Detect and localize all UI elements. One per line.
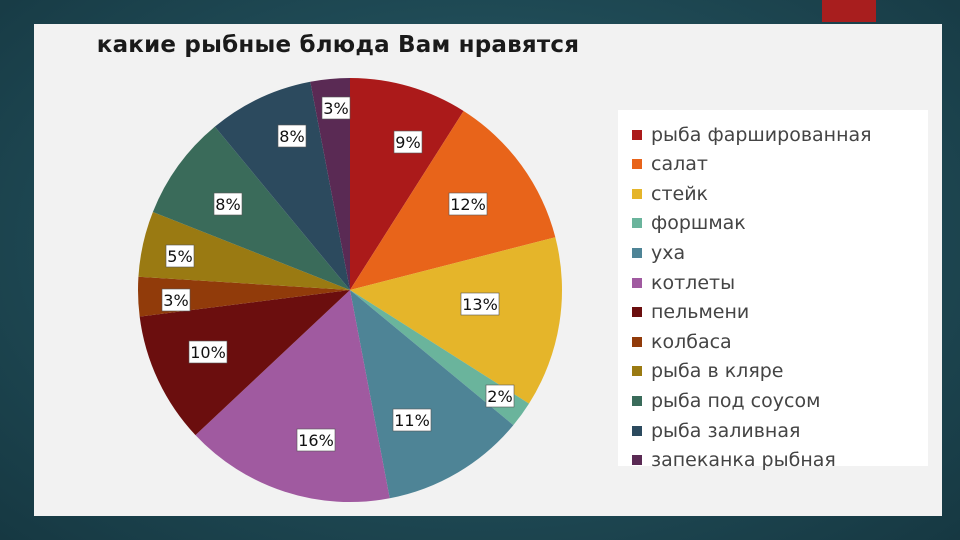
legend-label: уха [651,241,686,264]
data-label-text: 11% [394,411,430,430]
legend-label: пельмени [651,301,750,324]
data-label-text: 3% [163,291,188,310]
data-label: 16% [296,428,336,452]
pie-slice [139,290,350,436]
legend-item: рыба под соусом [632,386,820,415]
legend-swatch [632,336,642,347]
legend-label: форшмак [651,212,746,235]
data-label: 8% [277,124,307,148]
legend-item: котлеты [632,268,735,297]
data-label: 13% [460,292,500,316]
legend-swatch [632,455,642,466]
slide: какие рыбные блюда Вам нравятся 9% 12% 13%… [34,24,942,516]
chart-title: какие рыбные блюда Вам нравятся [96,32,580,58]
pie-slice [138,276,350,317]
legend-item: форшмак [632,209,746,238]
data-label-text: 2% [487,387,512,406]
pie-slice [350,237,562,404]
data-label: 5% [165,244,195,268]
legend-swatch [632,188,642,199]
pie-slice [350,290,514,499]
data-label-text: 16% [298,431,334,450]
legend-label: рыба фаршированная [651,123,872,146]
pie-slice [195,290,390,502]
accent-tab [822,0,876,22]
legend-label: колбаса [651,330,732,353]
legend-label: рыба заливная [651,419,801,442]
legend-item: рыба фаршированная [632,120,872,149]
data-label-text: 5% [167,247,192,266]
legend-item: рыба в кляре [632,357,784,386]
legend-swatch [632,277,642,288]
legend: рыба фаршированная салат стейк форшмак уха ко… [618,110,928,471]
pie-chart: 9% 12% 13% 2% 11% 16% 10% 3% 5% 8% 8% 3% [138,78,562,502]
legend-swatch [632,159,642,170]
data-label-text: 8% [279,127,304,146]
data-label-text: 9% [395,133,420,152]
legend-item: запеканка рыбная [632,446,836,475]
legend-swatch [632,129,642,140]
legend-item: пельмени [632,298,749,327]
legend-item: колбаса [632,327,732,356]
data-label: 11% [392,408,432,432]
data-label: 9% [393,130,423,154]
pie-slice [152,126,350,291]
data-label: 2% [485,384,515,408]
data-label-text: 8% [215,195,240,214]
legend-label: котлеты [651,271,736,294]
legend-label: рыба в кляре [651,360,784,383]
legend-swatch [632,247,642,258]
legend-item: уха [632,238,685,267]
data-label: 12% [448,192,488,216]
legend-item: стейк [632,179,708,208]
pie-slice [214,81,350,291]
legend-swatch [632,307,642,318]
legend-label: рыба под соусом [651,389,821,412]
data-label: 3% [161,288,191,312]
data-label-text: 13% [462,295,498,314]
legend-swatch [632,366,642,377]
legend-swatch [632,218,642,229]
pie-slice [350,290,529,426]
data-label-text: 10% [190,343,226,362]
legend-item: салат [632,150,708,179]
legend-swatch [632,425,642,436]
pie-slice [350,78,464,290]
data-label: 3% [321,96,351,120]
legend-label: салат [651,153,708,176]
data-label-text: 3% [323,99,348,118]
pie-slice [138,211,350,290]
data-label: 8% [213,192,243,216]
legend-label: запеканка рыбная [651,449,836,472]
legend-swatch [632,395,642,406]
legend-item: рыба заливная [632,416,800,445]
legend-label: стейк [651,182,709,205]
pie-slice [310,78,350,290]
data-label-text: 12% [450,195,486,214]
data-label: 10% [188,340,228,364]
